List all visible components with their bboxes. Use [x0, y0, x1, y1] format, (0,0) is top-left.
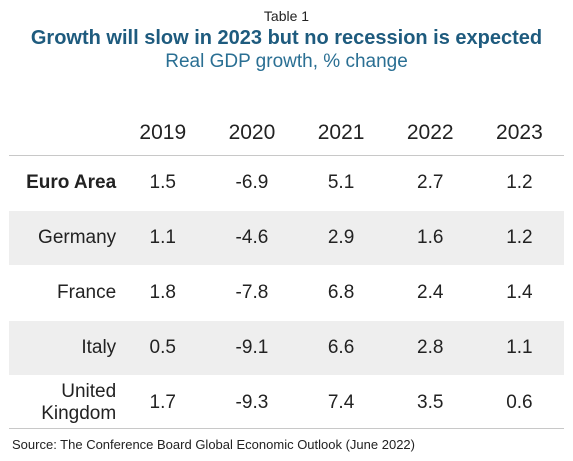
table-cell: 2.9	[296, 210, 386, 266]
table-row: Italy 0.5 -9.1 6.6 2.8 1.1	[9, 320, 564, 376]
table-cell: 5.1	[327, 172, 355, 193]
source-note: Source: The Conference Board Global Econ…	[12, 437, 415, 452]
gdp-growth-table: 2019 2020 2021 2022 2023 Euro Area 1.5 -…	[9, 110, 564, 431]
table-subtitle: Real GDP growth, % change	[165, 51, 408, 72]
table-cell: -6.9	[235, 172, 269, 193]
table-cell: 3.5	[385, 375, 475, 431]
table-cell: 2.8	[385, 320, 475, 376]
bottom-divider	[9, 428, 564, 429]
table-cell: 1.6	[385, 210, 475, 266]
table-cell: 1.4	[474, 265, 564, 321]
table-cell: -7.8	[207, 265, 297, 321]
table-cell: 1.2	[506, 172, 533, 193]
table-cell: 1.2	[474, 210, 564, 266]
table-row: Euro Area 1.5 -6.9 5.1 2.7 1.2	[9, 156, 564, 211]
table-row: France 1.8 -7.8 6.8 2.4 1.4	[9, 265, 564, 321]
row-label-header	[9, 110, 119, 156]
table-cell: -4.6	[207, 210, 297, 266]
table-cell: 1.5	[149, 172, 176, 193]
column-header: 2019	[118, 110, 208, 156]
column-header: 2021	[296, 110, 386, 156]
table-cell: 1.8	[118, 265, 208, 321]
table-cell: 0.6	[474, 375, 564, 431]
table-cell: -9.3	[207, 375, 297, 431]
table-cell: -9.1	[207, 320, 297, 376]
row-label: Italy	[9, 320, 119, 376]
table-cell: 0.5	[118, 320, 208, 376]
table-row: Germany 1.1 -4.6 2.9 1.6 1.2	[9, 210, 564, 266]
header-row: 2019 2020 2021 2022 2023	[9, 110, 564, 156]
table-row: United Kingdom 1.7 -9.3 7.4 3.5 0.6	[9, 375, 564, 431]
row-label: France	[9, 265, 119, 321]
row-label: Euro Area	[26, 172, 117, 193]
table-cell: 2.4	[385, 265, 475, 321]
column-header: 2020	[207, 110, 297, 156]
table-cell: 1.7	[118, 375, 208, 431]
table-cell: 6.6	[296, 320, 386, 376]
table-cell: 1.1	[474, 320, 564, 376]
table-caption: Table 1	[263, 8, 310, 24]
column-header: 2023	[474, 110, 564, 156]
table-title: Growth will slow in 2023 but no recessio…	[30, 27, 543, 49]
table-cell: 7.4	[296, 375, 386, 431]
table-cell: 6.8	[296, 265, 386, 321]
row-label: United Kingdom	[9, 375, 119, 431]
table-cell: 1.1	[118, 210, 208, 266]
table-cell: 2.7	[417, 172, 444, 193]
row-label: Germany	[9, 210, 119, 266]
column-header: 2022	[385, 110, 475, 156]
